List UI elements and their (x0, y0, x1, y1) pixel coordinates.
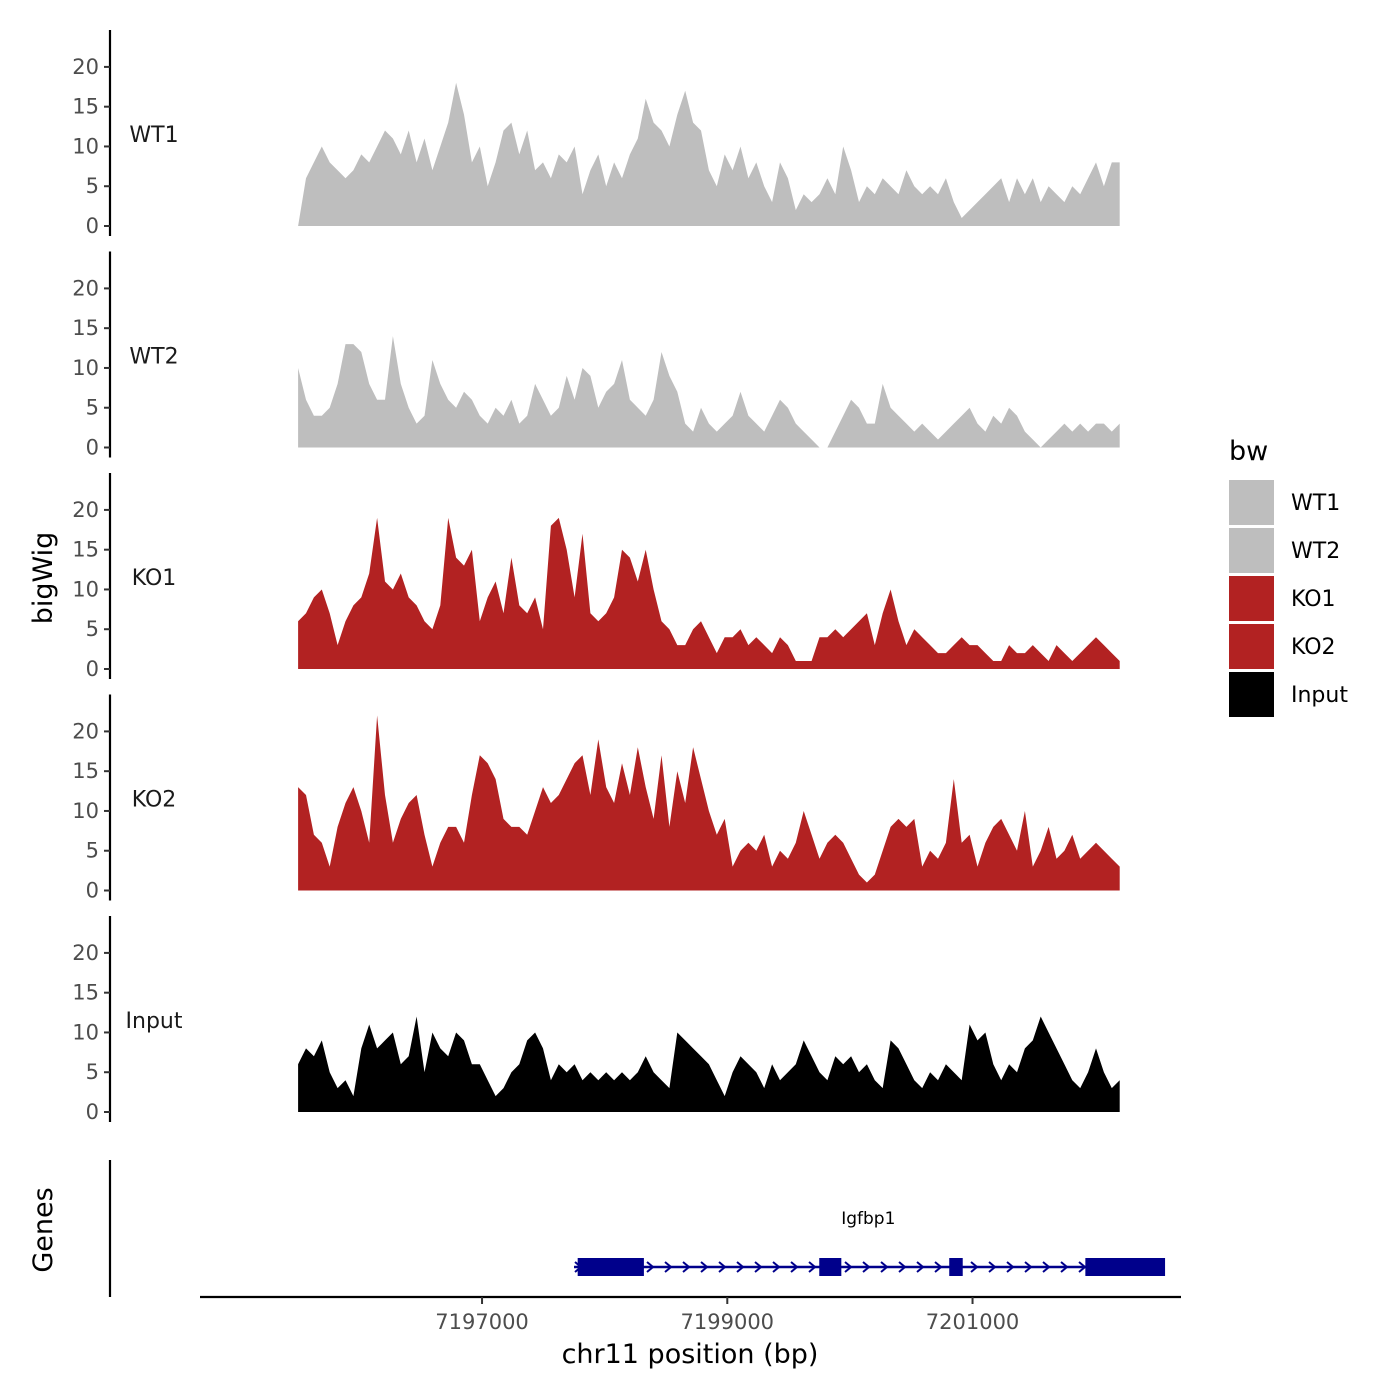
strand-arrow (880, 1261, 889, 1273)
strand-arrow (970, 1261, 979, 1273)
legend-key-input (1229, 672, 1274, 717)
legend-label-input: Input (1291, 683, 1348, 708)
track-ko2: 0 5 10 15 20 KO2 (72, 694, 1120, 903)
y-tick-label: 20 (72, 55, 99, 79)
y-tick-label: 0 (86, 436, 99, 460)
legend-label-ko2: KO2 (1291, 635, 1336, 660)
track-label-ko2: KO2 (132, 788, 177, 813)
legend-label-wt2: WT2 (1291, 539, 1340, 564)
strand-arrow (1060, 1261, 1069, 1273)
x-axis: 7197000 7199000 7201000 (200, 1295, 1181, 1334)
track-wt1: 0 5 10 15 20 WT1 (72, 30, 1120, 238)
coverage-area-ko1 (298, 517, 1120, 669)
strand-arrow (844, 1261, 853, 1273)
legend-key-wt2 (1229, 528, 1274, 573)
y-tick-label: 10 (72, 799, 99, 823)
strand-arrow (1078, 1261, 1087, 1273)
strand-arrow (934, 1261, 943, 1273)
strand-arrow (988, 1261, 997, 1273)
coverage-area-wt1 (298, 82, 1120, 226)
strand-arrow (718, 1261, 727, 1273)
legend-key-wt1 (1229, 480, 1274, 525)
gene-exon (949, 1258, 963, 1276)
strand-arrow (700, 1261, 709, 1273)
y-tick-label: 0 (86, 657, 99, 681)
track-label-wt2: WT2 (129, 345, 178, 370)
y-tick-label: 10 (72, 577, 99, 601)
strand-arrow (1006, 1261, 1015, 1273)
strand-arrow (646, 1261, 655, 1273)
strand-arrow (754, 1261, 763, 1273)
track-input: 0 5 10 15 20 Input (72, 916, 1120, 1124)
strand-arrow (664, 1261, 673, 1273)
y-tick-label: 15 (72, 95, 99, 119)
gene-label: Igfbp1 (841, 1209, 895, 1229)
strand-arrow (682, 1261, 691, 1273)
legend-title: bw (1229, 436, 1268, 467)
gene-exon (577, 1258, 644, 1276)
y-tick-label: 15 (72, 759, 99, 783)
y-tick-label: 10 (72, 1020, 99, 1044)
y-tick-label: 20 (72, 719, 99, 743)
gene-exon (1085, 1258, 1166, 1276)
coverage-area-wt2 (298, 336, 1120, 448)
y-tick-label: 5 (86, 617, 99, 641)
y-axis-title: bigWig (28, 532, 59, 625)
legend-key-ko2 (1229, 624, 1274, 669)
strand-arrow (1024, 1261, 1033, 1273)
coverage-area-ko2 (298, 715, 1120, 891)
strand-arrow (898, 1261, 907, 1273)
strand-arrow (808, 1261, 817, 1273)
x-tick-label: 7201000 (926, 1310, 1020, 1334)
x-axis-title: chr11 position (bp) (562, 1339, 819, 1370)
y-tick-label: 10 (72, 134, 99, 158)
track-ko1: 0 5 10 15 20 KO1 (72, 473, 1120, 681)
gene-exon (819, 1258, 842, 1276)
y-tick-label: 5 (86, 396, 99, 420)
y-tick-label: 15 (72, 538, 99, 562)
x-tick-label: 7199000 (681, 1310, 775, 1334)
y-tick-label: 0 (86, 1100, 99, 1124)
x-tick-label: 7197000 (435, 1310, 529, 1334)
coverage-area-input (298, 1016, 1120, 1112)
strand-arrow (772, 1261, 781, 1273)
track-label-input: Input (126, 1009, 183, 1034)
y-tick-label: 20 (72, 941, 99, 965)
strand-arrow (862, 1261, 871, 1273)
y-tick-label: 20 (72, 276, 99, 300)
y-tick-label: 20 (72, 498, 99, 522)
coverage-tracks: 0 5 10 15 20 WT1 0 5 10 15 20 WT2 0 5 10 15 20 KO1 0 5 10 15 2… (72, 30, 1120, 1124)
y-tick-label: 0 (86, 214, 99, 238)
y-tick-label: 5 (86, 839, 99, 863)
y-tick-label: 5 (86, 1060, 99, 1084)
gene-track: Igfbp1 (108, 1160, 1166, 1297)
legend-key-ko1 (1229, 576, 1274, 621)
genes-track-title: Genes (28, 1187, 59, 1272)
legend-label-ko1: KO1 (1291, 587, 1336, 612)
track-label-wt1: WT1 (129, 123, 178, 148)
y-tick-label: 15 (72, 981, 99, 1005)
y-tick-label: 5 (86, 174, 99, 198)
y-tick-label: 10 (72, 356, 99, 380)
track-wt2: 0 5 10 15 20 WT2 (72, 251, 1120, 460)
y-tick-label: 15 (72, 316, 99, 340)
track-label-ko1: KO1 (132, 566, 177, 591)
legend: WT1 WT2 KO1 KO2 Input (1229, 480, 1348, 717)
strand-arrow (916, 1261, 925, 1273)
strand-arrow (790, 1261, 799, 1273)
strand-arrow (1042, 1261, 1051, 1273)
strand-arrow (736, 1261, 745, 1273)
y-tick-label: 0 (86, 879, 99, 903)
legend-label-wt1: WT1 (1291, 491, 1340, 516)
